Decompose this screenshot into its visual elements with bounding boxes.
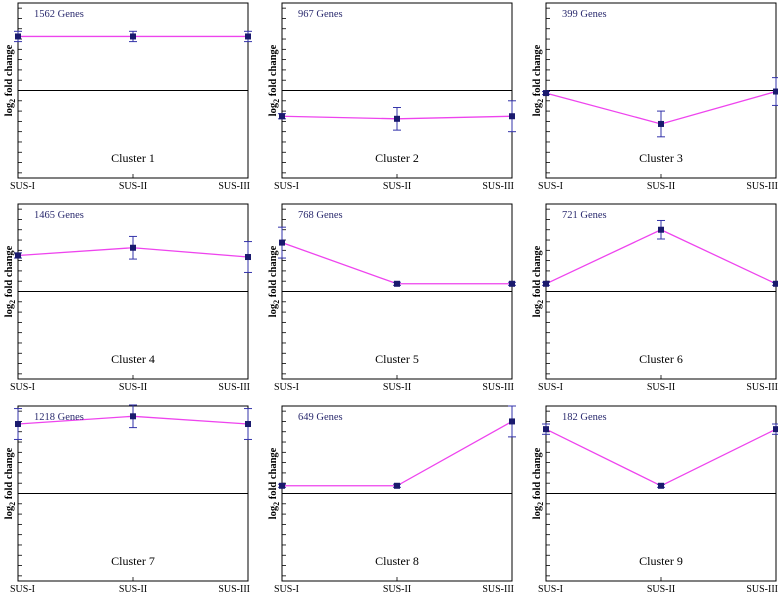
gene-count-label: 182 Genes [562, 412, 607, 423]
data-point [773, 280, 778, 287]
data-point [543, 426, 549, 433]
data-point [279, 113, 285, 120]
x-tick-label: SUS-I [538, 584, 563, 593]
cluster-panel-6: 721 Genes Cluster 6 log2 fold change SUS-I S… [532, 203, 778, 393]
data-point [130, 244, 136, 251]
cluster-panel-5: 768 Genes Cluster 5 log2 fold change SUS-I S… [268, 203, 516, 393]
data-point [773, 426, 778, 433]
cluster-panel-9: 182 Genes Cluster 9 log2 fold change SUS-I S… [532, 405, 778, 593]
cluster-title: Cluster 7 [111, 554, 155, 568]
cluster-panel-1: 1562 Genes Cluster 1 log2 fold change SUS-I… [4, 2, 252, 192]
gene-count-label: 1218 Genes [34, 412, 84, 423]
data-point [394, 482, 400, 489]
data-point [773, 88, 778, 95]
data-point [279, 482, 285, 489]
data-point [543, 90, 549, 97]
gene-count-label: 967 Genes [298, 9, 343, 20]
data-point [279, 239, 285, 246]
x-tick-label: SUS-II [647, 382, 675, 393]
cluster-panel-3: 399 Genes Cluster 3 log2 fold change SUS-I S… [532, 2, 778, 192]
cluster-title: Cluster 1 [111, 151, 155, 165]
x-tick-label: SUS-II [119, 584, 147, 593]
x-tick-label: SUS-III [482, 382, 514, 393]
gene-count-label: 649 Genes [298, 412, 343, 423]
x-tick-label: SUS-II [383, 584, 411, 593]
x-tick-label: SUS-II [383, 181, 411, 192]
data-point [509, 418, 515, 425]
gene-count-label: 721 Genes [562, 210, 607, 221]
series-line [545, 428, 777, 487]
data-point [543, 280, 549, 287]
data-point [658, 120, 664, 127]
cluster-panel-4: 1465 Genes Cluster 4 log2 fold change SUS-I… [4, 203, 252, 393]
gene-count-label: 399 Genes [562, 9, 607, 20]
x-tick-label: SUS-III [746, 382, 778, 393]
gene-count-label: 1465 Genes [34, 210, 84, 221]
gene-count-label: 1562 Genes [34, 9, 84, 20]
data-point [15, 252, 21, 259]
cluster-title: Cluster 2 [375, 151, 419, 165]
data-point [130, 413, 136, 420]
y-axis-label: log2 fold change [532, 447, 545, 519]
x-tick-label: SUS-I [10, 382, 35, 393]
y-axis-label: log2 fold change [4, 44, 17, 116]
data-point [245, 254, 251, 261]
series-line [281, 241, 512, 285]
x-tick-label: SUS-III [482, 181, 514, 192]
x-tick-label: SUS-III [482, 584, 514, 593]
x-tick-label: SUS-I [274, 382, 299, 393]
y-axis-label: log2 fold change [268, 447, 281, 519]
x-tick-label: SUS-II [119, 382, 147, 393]
data-point [394, 280, 400, 287]
data-point [130, 33, 136, 40]
y-axis-label: log2 fold change [268, 245, 281, 317]
x-tick-label: SUS-I [538, 382, 563, 393]
y-axis-label: log2 fold change [4, 245, 17, 317]
cluster-panel-2: 967 Genes Cluster 2 log2 fold change SUS-I S… [268, 2, 516, 192]
x-tick-label: SUS-II [647, 181, 675, 192]
x-tick-label: SUS-I [538, 181, 563, 192]
x-tick-label: SUS-III [218, 584, 250, 593]
cluster-title: Cluster 3 [639, 151, 683, 165]
data-point [15, 33, 21, 40]
x-tick-label: SUS-II [119, 181, 147, 192]
x-tick-label: SUS-I [10, 181, 35, 192]
x-tick-label: SUS-I [274, 181, 299, 192]
cluster-title: Cluster 6 [639, 352, 683, 366]
x-tick-label: SUS-III [746, 181, 778, 192]
series-line [282, 420, 513, 487]
y-axis-label: log2 fold change [532, 245, 545, 317]
x-tick-label: SUS-II [647, 584, 675, 593]
data-point [394, 115, 400, 122]
data-point [245, 33, 251, 40]
data-point [658, 226, 664, 233]
data-point [509, 280, 515, 287]
data-point [15, 421, 21, 428]
cluster-title: Cluster 9 [639, 554, 683, 568]
y-axis-label: log2 fold change [4, 447, 17, 519]
y-axis-label: log2 fold change [532, 44, 545, 116]
x-tick-label: SUS-III [218, 382, 250, 393]
x-tick-label: SUS-I [274, 584, 299, 593]
cluster-panel-7: 1218 Genes Cluster 7 log2 fold change SUS-I… [4, 404, 252, 593]
cluster-title: Cluster 8 [375, 554, 419, 568]
cluster-title: Cluster 4 [111, 352, 155, 366]
cluster-title: Cluster 5 [375, 352, 419, 366]
data-point [509, 113, 515, 120]
y-axis-label: log2 fold change [268, 44, 281, 116]
data-point [658, 482, 664, 489]
gene-count-label: 768 Genes [298, 210, 343, 221]
cluster-panel-8: 649 Genes Cluster 8 log2 fold change SUS-I S… [268, 405, 516, 593]
x-tick-label: SUS-II [383, 382, 411, 393]
x-tick-label: SUS-I [10, 584, 35, 593]
x-tick-label: SUS-III [218, 181, 250, 192]
data-point [245, 421, 251, 428]
x-tick-label: SUS-III [746, 584, 778, 593]
